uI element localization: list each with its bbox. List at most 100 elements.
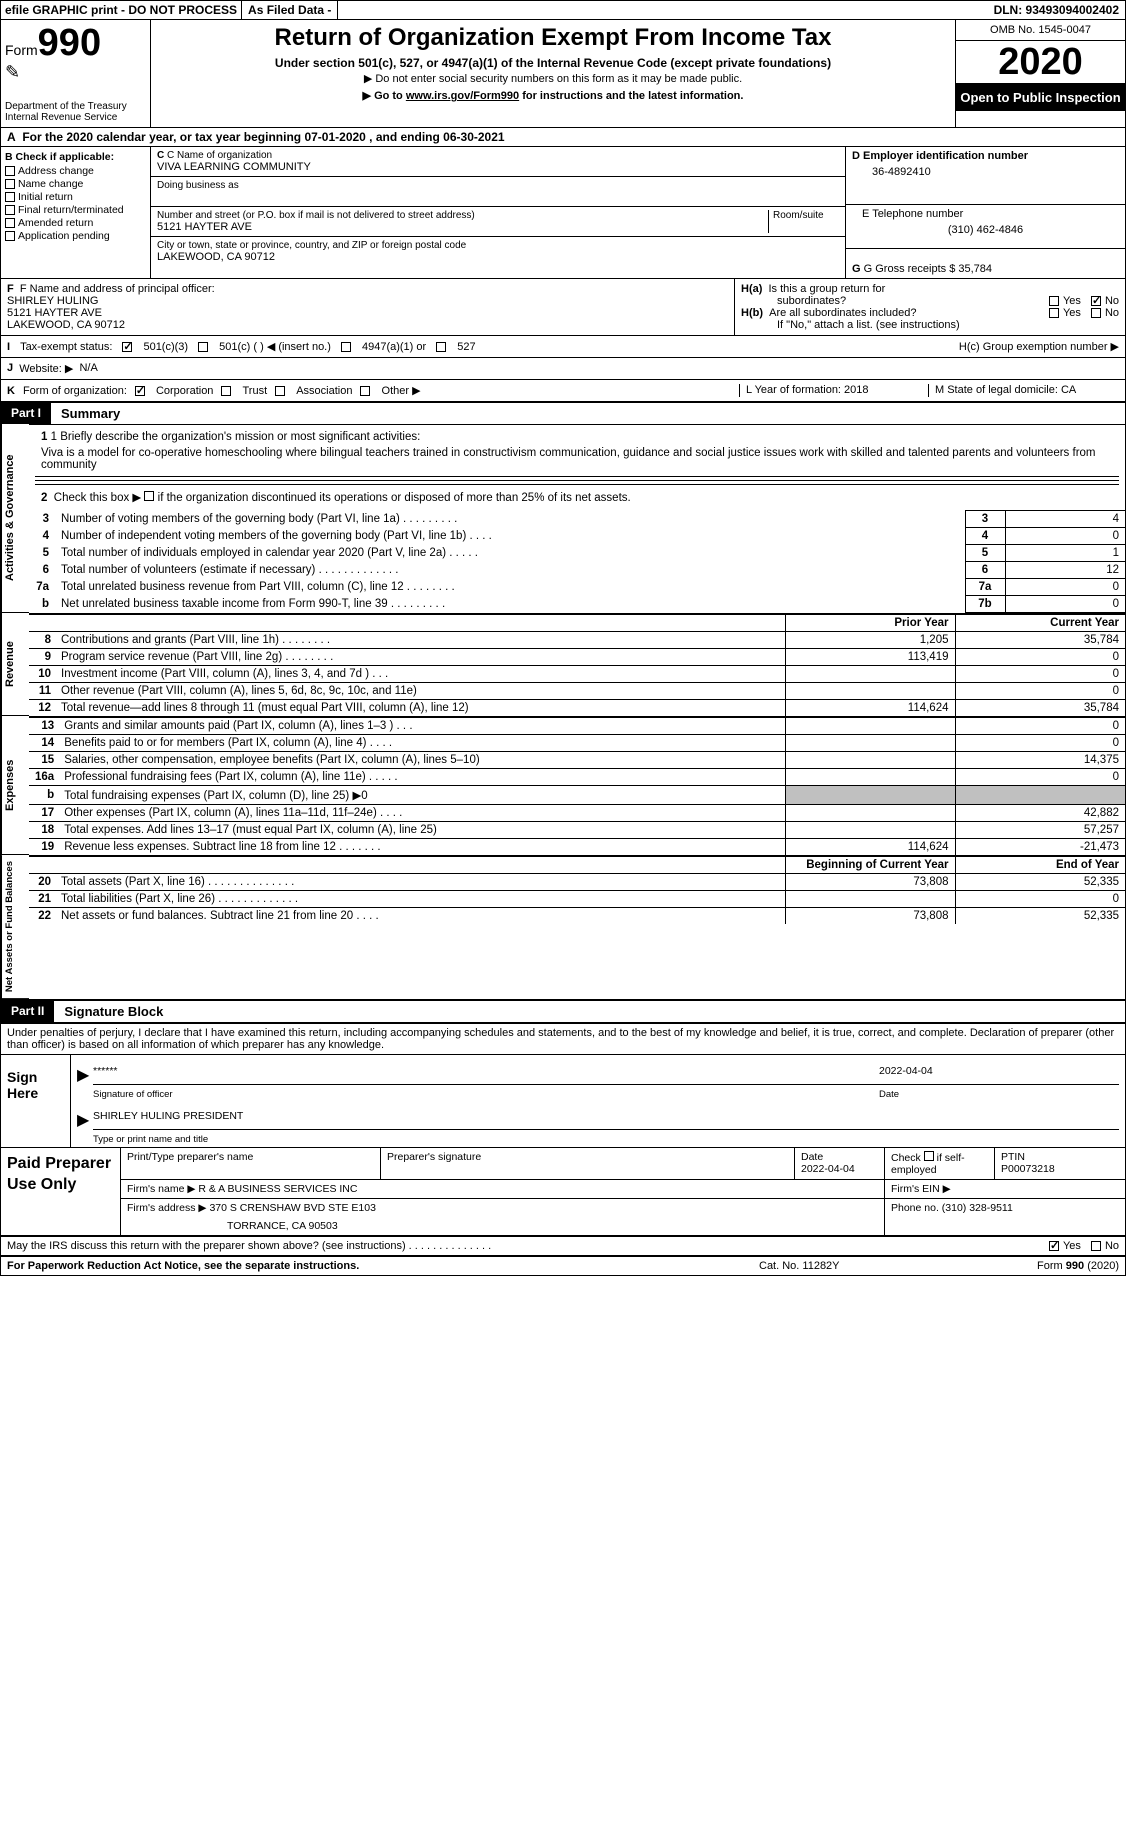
ptin-label: PTIN [1001,1151,1119,1163]
topbar: efile GRAPHIC print - DO NOT PROCESS As … [1,1,1125,20]
section-f: F F Name and address of principal office… [1,279,735,335]
checkbox-501c3[interactable] [122,342,132,352]
street-address: 5121 HAYTER AVE [157,221,764,233]
checkbox-trust[interactable] [221,386,231,396]
checkbox-final-return[interactable] [5,205,15,215]
net-assets-section: Net Assets or Fund Balances Beginning of… [1,855,1125,1001]
form-subtitle-2: ▶ Do not enter social security numbers o… [159,72,947,85]
table-row: 10Investment income (Part VIII, column (… [29,666,1125,683]
city-label: City or town, state or province, country… [157,240,839,251]
line-2-discontinued: 2 Check this box ▶ if the organization d… [35,488,1119,506]
officer-name-title: SHIRLEY HULING PRESIDENT [93,1110,1119,1130]
checkbox-527[interactable] [436,342,446,352]
room-suite-label: Room/suite [769,210,839,233]
table-row: 21Total liabilities (Part X, line 26) . … [29,891,1125,908]
form-label: Form [5,42,38,58]
table-row: 8Contributions and grants (Part VIII, li… [29,632,1125,649]
form-subtitle-3: ▶ Go to www.irs.gov/Form990 for instruct… [159,89,947,102]
form-title-block: Return of Organization Exempt From Incom… [151,20,955,127]
checkbox-association[interactable] [275,386,285,396]
sign-here-block: Sign Here ▶ ****** 2022-04-04 Signature … [1,1054,1125,1148]
self-employed-cell: Check if self-employed [885,1148,995,1179]
table-row: 17Other expenses (Part IX, column (A), l… [29,805,1125,822]
checkbox-corporation[interactable] [135,386,145,396]
table-row: 22Net assets or fund balances. Subtract … [29,908,1125,925]
paid-preparer-label: Paid Preparer Use Only [1,1148,121,1235]
table-row: 16aProfessional fundraising fees (Part I… [29,769,1125,786]
officer-street: 5121 HAYTER AVE [7,307,728,319]
table-row: 15Salaries, other compensation, employee… [29,752,1125,769]
form-id-block: Form 990 ✎ Department of the Treasury In… [1,20,151,127]
checkbox-application-pending[interactable] [5,231,15,241]
checkbox-ha-yes[interactable] [1049,296,1059,306]
table-row: 20Total assets (Part X, line 16) . . . .… [29,874,1125,891]
phone-value: (310) 462-4846 [852,220,1119,236]
firm-addr-label: Firm's address ▶ [127,1202,207,1214]
ein-value: 36-4892410 [852,162,1119,178]
checkbox-other[interactable] [360,386,370,396]
website-value: N/A [79,362,97,375]
checkbox-4947[interactable] [341,342,351,352]
revenue-table: Prior YearCurrent Year 8Contributions an… [29,614,1125,716]
sections-fh: F F Name and address of principal office… [1,279,1125,336]
signature-stars: ****** [93,1065,879,1077]
cat-number: Cat. No. 11282Y [759,1260,959,1272]
name-title-label: Type or print name and title [93,1134,208,1145]
preparer-sig-label: Preparer's signature [381,1148,795,1179]
vtab-net-assets: Net Assets or Fund Balances [1,855,29,999]
table-row: 13Grants and similar amounts paid (Part … [29,718,1125,735]
table-row: 19Revenue less expenses. Subtract line 1… [29,839,1125,856]
preparer-print-label: Print/Type preparer's name [121,1148,381,1179]
paid-preparer-block: Paid Preparer Use Only Print/Type prepar… [1,1148,1125,1237]
section-b-label: B Check if applicable: [5,151,146,163]
date-label: Date [879,1089,1119,1100]
checkbox-ha-no[interactable] [1091,296,1101,306]
checkbox-hb-yes[interactable] [1049,308,1059,318]
form-subtitle-1: Under section 501(c), 527, or 4947(a)(1)… [159,56,947,70]
state-domicile: M State of legal domicile: CA [929,384,1119,397]
org-name: VIVA LEARNING COMMUNITY [157,161,839,173]
form-number: 990 [38,24,101,62]
arrow-icon: ▶ [77,1110,93,1130]
page-footer: For Paperwork Reduction Act Notice, see … [1,1257,1125,1275]
officer-name: SHIRLEY HULING [7,295,728,307]
table-row: 7aTotal unrelated business revenue from … [29,579,1125,596]
mission-text: Viva is a model for co-operative homesch… [35,445,1119,473]
firm-name-label: Firm's name ▶ [127,1183,195,1195]
irs-link[interactable]: www.irs.gov/Form990 [406,90,519,102]
checkbox-self-employed[interactable] [924,1151,934,1161]
officer-city: LAKEWOOD, CA 90712 [7,319,728,331]
tax-year: 2020 [956,41,1125,84]
firm-ein-label: Firm's EIN ▶ [885,1180,1125,1198]
checkbox-discuss-no[interactable] [1091,1241,1101,1251]
table-row: 12Total revenue—add lines 8 through 11 (… [29,700,1125,717]
checkbox-address-change[interactable] [5,166,15,176]
year-formation: L Year of formation: 2018 [739,384,929,397]
checkbox-discontinued[interactable] [144,491,154,501]
checkbox-initial-return[interactable] [5,192,15,202]
expenses-section: Expenses 13Grants and similar amounts pa… [1,716,1125,855]
org-name-label: C C Name of organization [157,150,839,161]
checkbox-amended-return[interactable] [5,218,15,228]
revenue-section: Revenue Prior YearCurrent Year 8Contribu… [1,613,1125,716]
gross-receipts: G G Gross receipts $ 35,784 [852,263,1119,275]
checkbox-501c[interactable] [198,342,208,352]
form-page-label: Form 990 (2020) [959,1260,1119,1272]
current-year-header: Current Year [955,615,1125,632]
governance-table: 3Number of voting members of the governi… [29,510,1125,613]
table-row: bTotal fundraising expenses (Part IX, co… [29,786,1125,805]
section-j: J Website: ▶ N/A [1,358,1125,380]
table-row: 5Total number of individuals employed in… [29,545,1125,562]
table-row: 14Benefits paid to or for members (Part … [29,735,1125,752]
section-hc: H(c) Group exemption number ▶ [959,340,1119,353]
omb-number: OMB No. 1545-0047 [956,20,1125,41]
checkbox-name-change[interactable] [5,179,15,189]
h-note: If "No," attach a list. (see instruction… [741,319,1119,331]
firm-phone: Phone no. (310) 328-9511 [885,1199,1125,1235]
signature-officer-label: Signature of officer [93,1089,879,1100]
checkbox-discuss-yes[interactable] [1049,1241,1059,1251]
prep-date: 2022-04-04 [801,1163,878,1175]
vtab-revenue: Revenue [1,613,29,716]
checkbox-hb-no[interactable] [1091,308,1101,318]
table-row: 6Total number of volunteers (estimate if… [29,562,1125,579]
